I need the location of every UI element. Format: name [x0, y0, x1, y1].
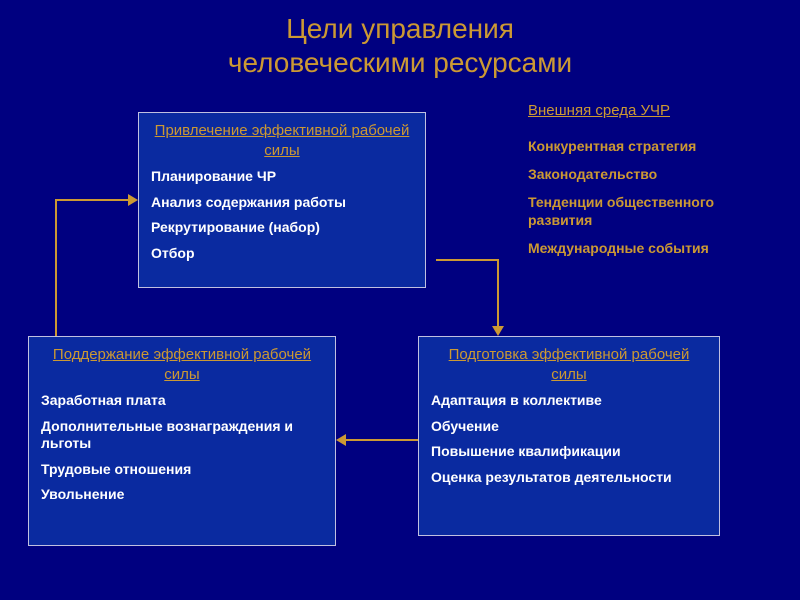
- box-item: Отбор: [151, 245, 413, 263]
- box-attraction-header: Привлечение эффективной рабочей силы: [151, 121, 413, 160]
- box-item: Адаптация в коллективе: [431, 392, 707, 410]
- box-maintenance: Поддержание эффективной рабочей силы Зар…: [28, 336, 336, 546]
- box-item: Анализ содержания работы: [151, 194, 413, 212]
- box-item: Трудовые отношения: [41, 461, 323, 479]
- environment-header: Внешняя среда УЧР: [528, 102, 670, 119]
- box-item: Рекрутирование (набор): [151, 219, 413, 237]
- box-item: Оценка результатов деятельности: [431, 469, 707, 487]
- slide-title: Цели управления человеческими ресурсами: [0, 0, 800, 79]
- box-item: Заработная плата: [41, 392, 323, 410]
- environment-item: Тенденции общественного развития: [528, 194, 780, 229]
- box-preparation-header: Подготовка эффективной рабочей силы: [431, 345, 707, 384]
- box-item: Планирование ЧР: [151, 168, 413, 186]
- box-preparation: Подготовка эффективной рабочей силы Адап…: [418, 336, 720, 536]
- box-item: Дополнительные вознаграждения и льготы: [41, 418, 323, 453]
- box-item: Увольнение: [41, 486, 323, 504]
- environment-item: Законодательство: [528, 166, 657, 184]
- environment-item: Международные события: [528, 240, 709, 258]
- title-line-1: Цели управления: [286, 13, 514, 44]
- box-attraction: Привлечение эффективной рабочей силы Пла…: [138, 112, 426, 288]
- box-maintenance-header: Поддержание эффективной рабочей силы: [41, 345, 323, 384]
- box-item: Обучение: [431, 418, 707, 436]
- box-item: Повышение квалификации: [431, 443, 707, 461]
- environment-item: Конкурентная стратегия: [528, 138, 696, 156]
- title-line-2: человеческими ресурсами: [228, 47, 572, 78]
